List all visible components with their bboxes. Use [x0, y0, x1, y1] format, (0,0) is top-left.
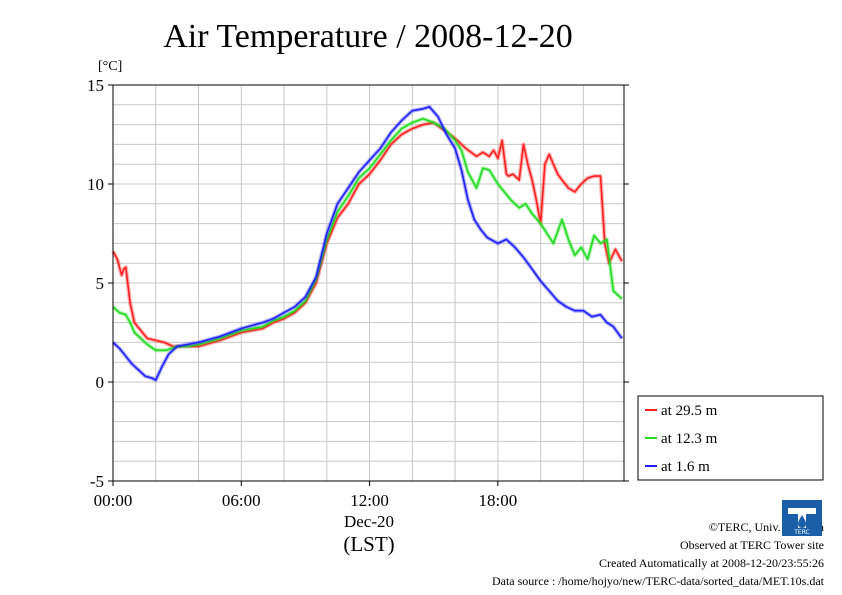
chart-title: Air Temperature / 2008-12-20 — [163, 18, 573, 55]
x-tick-label: 18:00 — [478, 491, 517, 510]
credit-source: Data source : /home/hojyo/new/TERC-data/… — [491, 574, 824, 588]
y-axis: 15 10 5 0 -5 — [87, 76, 629, 491]
legend: at 29.5 m at 12.3 m at 1.6 m — [637, 395, 824, 481]
y-tick-label: 5 — [96, 274, 105, 293]
y-tick-label: -5 — [90, 472, 104, 491]
x-axis: 00:00 06:00 12:00 18:00 — [94, 481, 517, 510]
y-tick-label: 0 — [96, 373, 105, 392]
legend-label: at 12.3 m — [661, 431, 718, 447]
legend-box — [637, 395, 824, 481]
svg-text:TERC: TERC — [793, 529, 810, 536]
y-tick-label: 10 — [87, 175, 104, 194]
series-line-2 — [112, 106, 623, 381]
x-tick-label: 00:00 — [94, 491, 133, 510]
legend-label: at 29.5 m — [661, 403, 718, 419]
x-label-tz: (LST) — [343, 532, 394, 556]
x-label-date: Dec-20 — [344, 512, 394, 531]
credit-observed: Observed at TERC Tower site — [679, 538, 824, 552]
y-unit-label: [°C] — [98, 59, 122, 74]
x-tick-label: 12:00 — [350, 491, 389, 510]
terc-logo: TERC — [782, 500, 822, 536]
x-tick-label: 06:00 — [222, 491, 261, 510]
series-halo-1 — [111, 116, 624, 353]
grid — [113, 85, 624, 481]
legend-label: at 1.6 m — [661, 459, 710, 475]
y-tick-label: 15 — [87, 76, 104, 95]
series-layer — [111, 104, 624, 382]
credit-created: Created Automatically at 2008-12-20/23:5… — [599, 556, 824, 570]
